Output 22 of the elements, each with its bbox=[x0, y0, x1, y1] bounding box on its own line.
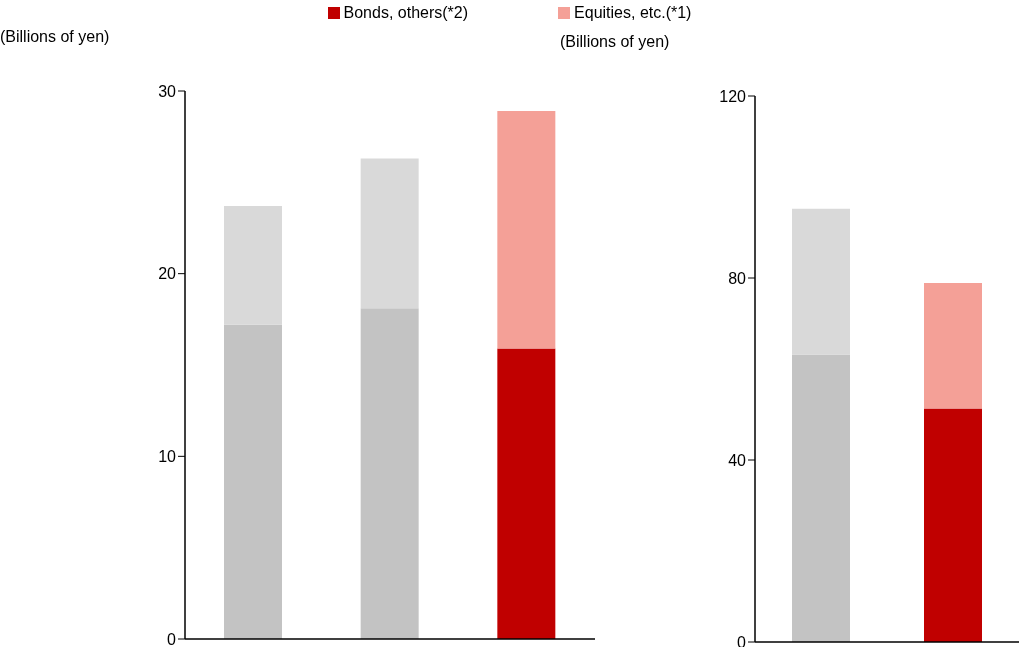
bar bbox=[497, 111, 556, 349]
bar bbox=[497, 348, 556, 639]
bar bbox=[792, 208, 850, 355]
y-tick-label: 80 bbox=[728, 269, 747, 287]
bar bbox=[224, 324, 282, 639]
bar bbox=[924, 283, 982, 409]
bar bbox=[792, 354, 850, 642]
y-tick-label: 10 bbox=[158, 448, 177, 466]
y-tick-label: 30 bbox=[158, 82, 177, 100]
y-tick-label: 20 bbox=[158, 265, 177, 283]
y-tick-label: 0 bbox=[167, 630, 177, 647]
y-axis-title: (Billions of yen) bbox=[0, 28, 110, 46]
bar bbox=[360, 158, 419, 309]
y-tick-label: 0 bbox=[737, 633, 747, 647]
y-tick-label: 120 bbox=[719, 87, 747, 105]
y-tick-label: 40 bbox=[728, 451, 747, 469]
legend-label: Bonds, others(*2) bbox=[343, 4, 469, 22]
bar bbox=[224, 206, 282, 325]
bar bbox=[924, 408, 982, 642]
legend-label: Equities, etc.(*1) bbox=[574, 4, 692, 22]
bar bbox=[360, 308, 419, 639]
y-axis-title: (Billions of yen) bbox=[560, 33, 670, 51]
